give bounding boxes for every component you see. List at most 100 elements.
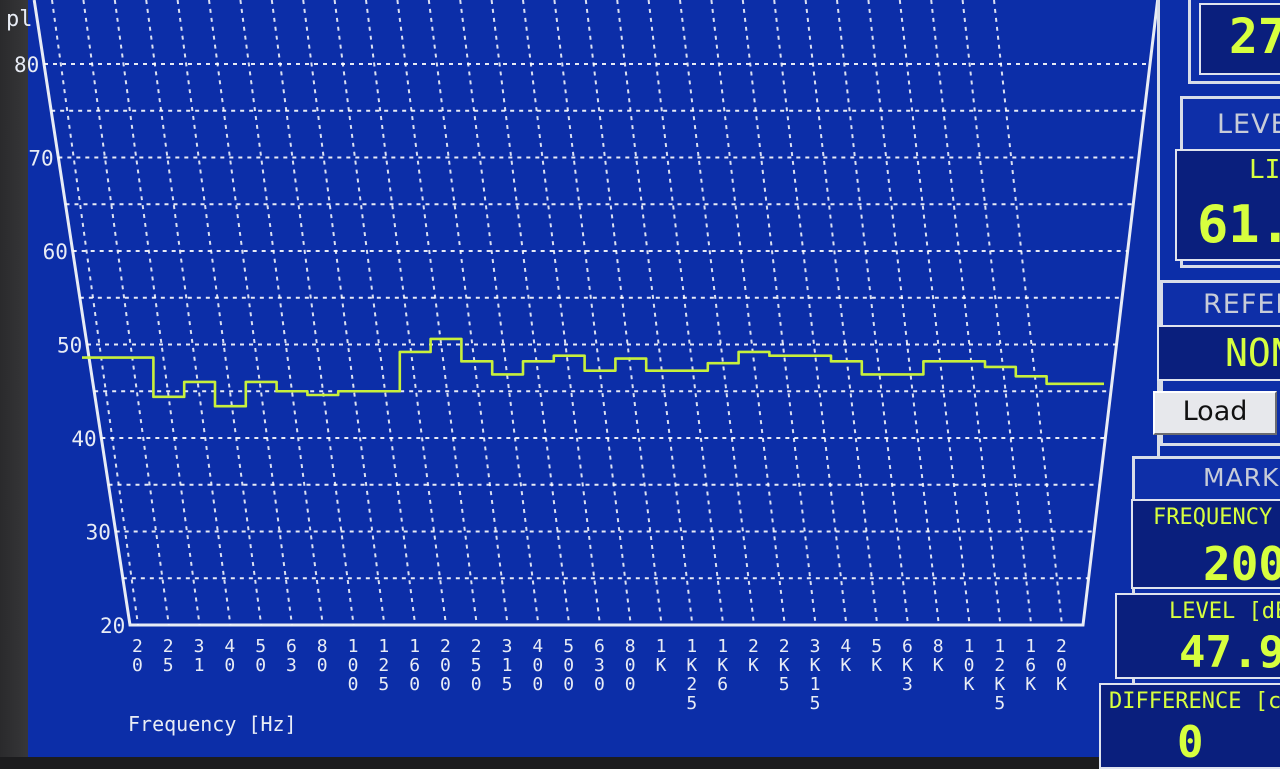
grid-layer	[32, 0, 1160, 627]
reference-panel: REFER NON Load	[1153, 280, 1280, 446]
gridline-vertical	[710, 0, 786, 626]
gridline-vertical	[679, 0, 755, 626]
gridline-vertical	[459, 0, 540, 626]
y-tick-label: 70	[28, 147, 53, 171]
top-value: 27	[1229, 9, 1280, 65]
y-tick-label: 30	[86, 521, 111, 545]
analyzer-screen	[28, 0, 1280, 757]
marker-difference-display: DIFFERENCE [c 0	[1099, 683, 1280, 769]
gridline-vertical	[961, 0, 1033, 626]
gridline-vertical	[553, 0, 632, 626]
y-tick-label: 40	[71, 427, 96, 451]
gridline-vertical	[836, 0, 909, 626]
gridline-vertical	[867, 0, 940, 626]
gridline-vertical	[741, 0, 817, 626]
level-panel: LEVE LIN 61.6	[1175, 96, 1280, 268]
reference-value: NON	[1225, 331, 1280, 375]
x-axis-title: Frequency [Hz]	[128, 712, 297, 736]
plot-border	[32, 0, 1160, 627]
gridline-vertical	[333, 0, 417, 626]
marker-frequency-label: FREQUENCY	[1153, 505, 1273, 530]
reference-display: NON	[1157, 325, 1280, 381]
gridline-vertical	[647, 0, 725, 626]
y-tick-labels: 80 70 60 50 40 30 20	[14, 53, 125, 638]
gridline-vertical	[773, 0, 848, 626]
marker-difference-value: 0	[1177, 717, 1204, 768]
trace-line	[82, 337, 1104, 408]
y-tick-label: 20	[100, 614, 125, 638]
gridline-vertical	[365, 0, 447, 626]
gridline-vertical	[993, 0, 1063, 626]
marker-panel: MARKE FREQUENCY 200 LEVEL [dE 47.93 DIFF…	[1099, 456, 1280, 769]
gridline-vertical	[616, 0, 694, 626]
y-tick-label: 80	[14, 53, 39, 77]
y-unit-label: pl	[6, 7, 33, 32]
x-tick-labels: 2 0 2 5 3 1 4 0 5 0 6 3 8 0 1 0 0 1 2 5 1 6 0 2 0 0 2 5 0 3 1 5 4 0 0 5 0 0 6 3…	[132, 636, 1067, 714]
y-tick-label: 50	[57, 334, 82, 358]
plot-frame	[36, 0, 1160, 757]
marker-level-label: LEVEL [dE	[1169, 599, 1280, 624]
gridline-vertical	[113, 0, 201, 626]
gridline-vertical	[208, 0, 293, 626]
gridline-vertical	[270, 0, 355, 626]
gridline-vertical	[176, 0, 263, 626]
gridline-vertical	[302, 0, 386, 626]
marker-frequency-display: FREQUENCY 200	[1131, 499, 1280, 589]
y-tick-label: 60	[43, 240, 68, 264]
marker-difference-label: DIFFERENCE [c	[1109, 689, 1280, 714]
gridline-vertical	[930, 0, 1002, 626]
gridline-vertical	[804, 0, 879, 626]
marker-level-value: 47.93	[1179, 627, 1280, 678]
gridline-vertical	[427, 0, 509, 626]
top-readout-panel: 27	[1188, 0, 1280, 84]
gridline-vertical	[584, 0, 663, 626]
marker-title: MARKE	[1203, 463, 1280, 492]
gridline-vertical	[898, 0, 971, 626]
level-weighting-label: LIN	[1249, 155, 1280, 185]
level-display: LIN 61.6	[1175, 149, 1280, 261]
spectrum-chart: 80 70 60 50 40 30 20 2 0 2 5 3 1 4 0 5 0 6 3 8 0 1 0 0 1 2 5 1 6 0 2 0…	[6, 0, 1160, 736]
reference-title: REFER	[1203, 289, 1280, 320]
gridline-vertical	[396, 0, 478, 626]
marker-frequency-value: 200	[1203, 537, 1280, 589]
load-button[interactable]: Load	[1153, 391, 1277, 435]
gridline-vertical	[145, 0, 232, 626]
level-value: 61.6	[1197, 195, 1280, 255]
gridline-vertical	[490, 0, 571, 626]
top-value-display: 27	[1199, 3, 1280, 75]
gridline-vertical	[239, 0, 324, 626]
gridline-vertical	[51, 0, 139, 626]
trace-layer	[82, 337, 1104, 408]
gridline-vertical	[522, 0, 601, 626]
